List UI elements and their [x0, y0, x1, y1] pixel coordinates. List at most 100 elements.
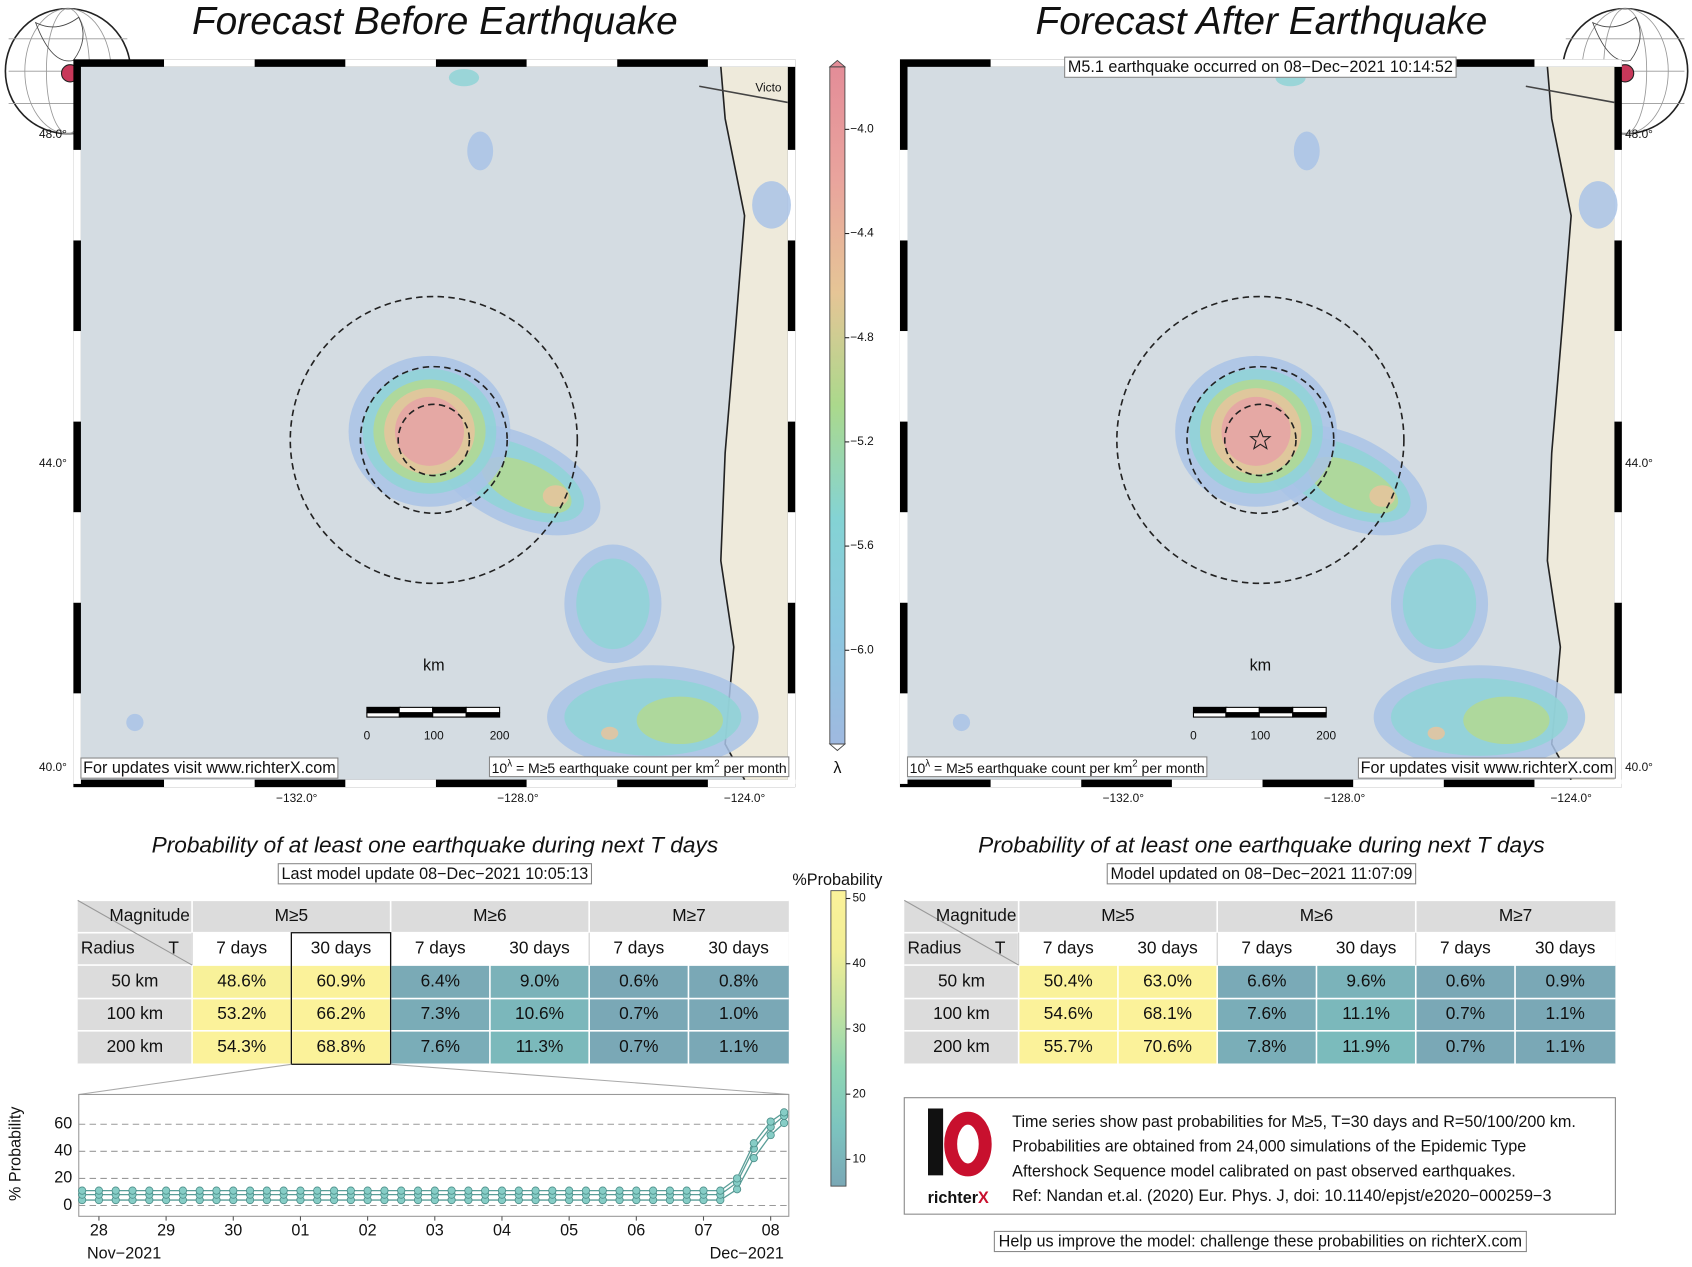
prob-cell	[1316, 998, 1416, 1031]
map-panel: km 0 100 200 48.0° 44.0° 40.0° −132.0° −128.0° −1…	[899, 0, 1653, 1066]
units-part: λ	[507, 758, 512, 769]
lat-label: 40.0°	[1625, 760, 1653, 774]
scale-bar	[1292, 712, 1327, 718]
connector	[390, 1063, 789, 1096]
series-point	[279, 1186, 288, 1195]
table-value: 66.2%	[317, 1003, 366, 1023]
frame-segment	[73, 512, 81, 603]
frame-segment	[164, 59, 255, 67]
scale-label: 100	[424, 729, 444, 743]
table-value: 9.6%	[1346, 970, 1385, 990]
scale-bar	[1192, 712, 1228, 718]
land	[720, 66, 788, 780]
table-subheader: 7 days	[1043, 937, 1094, 957]
rate-contour	[1578, 181, 1618, 229]
table-header: M≥7	[1499, 905, 1532, 925]
period-label: Nov−2021	[87, 1244, 161, 1262]
series-point	[413, 1186, 423, 1195]
series-point	[497, 1186, 507, 1195]
event-note: M5.1 earthquake occurred on 08−Dec−2021 …	[1068, 58, 1453, 76]
table-value: 0.9%	[1546, 970, 1585, 990]
table-value: 55.7%	[1044, 1036, 1093, 1056]
rate-contour	[542, 485, 569, 507]
table-value: 68.8%	[317, 1036, 366, 1056]
prob-cell	[688, 1030, 789, 1065]
logo-text: richterX	[928, 1189, 989, 1207]
label-box	[277, 863, 593, 885]
footer-note: Help us improve the model: challenge the…	[999, 1232, 1522, 1250]
units-part: 10	[492, 760, 508, 776]
scale-label: 0	[364, 729, 371, 743]
table-header: Magnitude	[109, 905, 190, 925]
series-point	[732, 1185, 742, 1194]
series-point	[296, 1186, 305, 1195]
lon-label: −124.0°	[724, 791, 766, 805]
table-value: 53.2%	[217, 1003, 266, 1023]
scale-bar	[1292, 706, 1327, 714]
scale-bar	[1258, 706, 1294, 714]
prob-cell	[489, 998, 590, 1031]
scale-bar	[432, 706, 467, 714]
frame-segment	[1353, 779, 1444, 788]
series-point	[313, 1186, 322, 1195]
colorbar-tick-label: −4.4	[850, 226, 874, 240]
scale-bar	[398, 706, 434, 714]
table-value: 0.7%	[1446, 1036, 1485, 1056]
frame-segment	[345, 779, 436, 788]
table-radius-label: Radius	[908, 937, 962, 957]
label-box	[80, 757, 339, 779]
lat-label: 48.0°	[1625, 127, 1653, 141]
lat-label: 40.0°	[39, 760, 67, 774]
series-point	[111, 1186, 120, 1195]
update-link: For updates visit www.richterX.com	[1361, 759, 1614, 777]
rate-contour	[601, 726, 619, 740]
continent	[34, 16, 84, 62]
x-tick-label: 29	[157, 1222, 175, 1240]
frame-segment	[787, 512, 796, 603]
scale-bar	[366, 706, 401, 714]
table-subheader: 30 days	[311, 937, 371, 957]
rate-contour	[467, 131, 494, 171]
radius-circle	[1223, 403, 1297, 477]
table-value: 6.6%	[1247, 970, 1286, 990]
series-point	[766, 1117, 775, 1126]
y-tick-label: 20	[54, 1169, 72, 1187]
x-tick-label: 03	[426, 1222, 444, 1240]
series-point	[430, 1186, 439, 1195]
frame-segment	[899, 331, 908, 422]
table-value: 7.8%	[1247, 1036, 1286, 1056]
series-point	[548, 1186, 557, 1195]
continent	[1591, 16, 1641, 62]
colorbar-label: λ	[833, 759, 841, 777]
info-box: richterX Time series show past probabilit…	[903, 1097, 1616, 1215]
x-tick-label: 30	[224, 1222, 242, 1240]
logo-one	[928, 1108, 944, 1176]
series-point	[178, 1186, 187, 1195]
y-tick-label: 40	[54, 1142, 72, 1160]
units-note: 10λ = M≥5 earthquake count per km2 per m…	[492, 758, 787, 776]
series-point	[649, 1186, 658, 1195]
frame-segment	[899, 512, 908, 603]
colorbar-cap	[828, 743, 847, 752]
series-point	[161, 1186, 171, 1195]
table-subheader: 7 days	[415, 937, 466, 957]
table-value: 11.9%	[1342, 1036, 1390, 1056]
series-point	[565, 1186, 574, 1195]
radius-circle	[1116, 295, 1405, 585]
table-header: M≥6	[1300, 905, 1333, 925]
scale-label: 0	[1190, 729, 1197, 743]
series-point	[531, 1186, 540, 1195]
prob-cell	[1415, 1030, 1516, 1065]
table-value: 68.1%	[1143, 1003, 1192, 1023]
prob-cell	[489, 1030, 590, 1065]
rate-contour	[126, 713, 144, 732]
strait	[1525, 85, 1615, 104]
table-row-label: 100 km	[107, 1003, 164, 1023]
table-value: 0.7%	[619, 1003, 658, 1023]
series-point	[766, 1130, 775, 1140]
frame-segment	[1614, 512, 1622, 603]
update-link: For updates visit www.richterX.com	[83, 759, 336, 777]
lon-label: −128.0°	[1324, 791, 1366, 805]
colorbar-title: %Probability	[792, 871, 883, 889]
y-tick-label: 0	[63, 1196, 72, 1214]
